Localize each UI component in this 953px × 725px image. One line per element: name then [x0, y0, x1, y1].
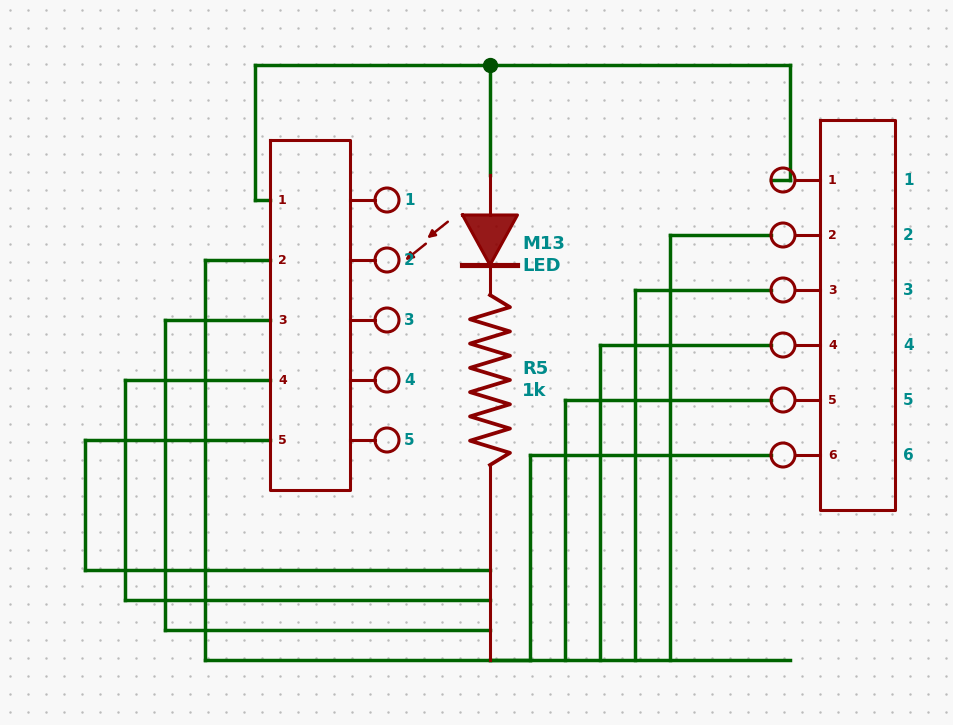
Text: 1: 1	[403, 193, 414, 207]
Text: 4: 4	[902, 338, 913, 352]
Text: 3: 3	[902, 283, 913, 297]
Text: 5: 5	[403, 433, 415, 447]
Text: 2: 2	[902, 228, 913, 242]
Text: 2: 2	[277, 254, 287, 267]
Text: 1: 1	[277, 194, 287, 207]
Text: 1: 1	[902, 173, 913, 188]
Polygon shape	[462, 215, 517, 265]
Text: 2: 2	[827, 228, 836, 241]
Text: R5
1k: R5 1k	[521, 360, 548, 400]
Text: 4: 4	[403, 373, 415, 387]
Text: 2: 2	[403, 252, 415, 268]
Text: 1: 1	[827, 173, 836, 186]
Text: 6: 6	[827, 449, 836, 462]
Text: M13
LED: M13 LED	[521, 235, 564, 276]
Text: 3: 3	[403, 312, 415, 328]
Text: 3: 3	[277, 313, 286, 326]
Text: 4: 4	[277, 373, 287, 386]
Text: 5: 5	[902, 392, 913, 407]
Text: 5: 5	[827, 394, 836, 407]
Text: 5: 5	[277, 434, 287, 447]
Text: 3: 3	[827, 283, 836, 297]
Text: 4: 4	[827, 339, 836, 352]
Text: 6: 6	[902, 447, 913, 463]
